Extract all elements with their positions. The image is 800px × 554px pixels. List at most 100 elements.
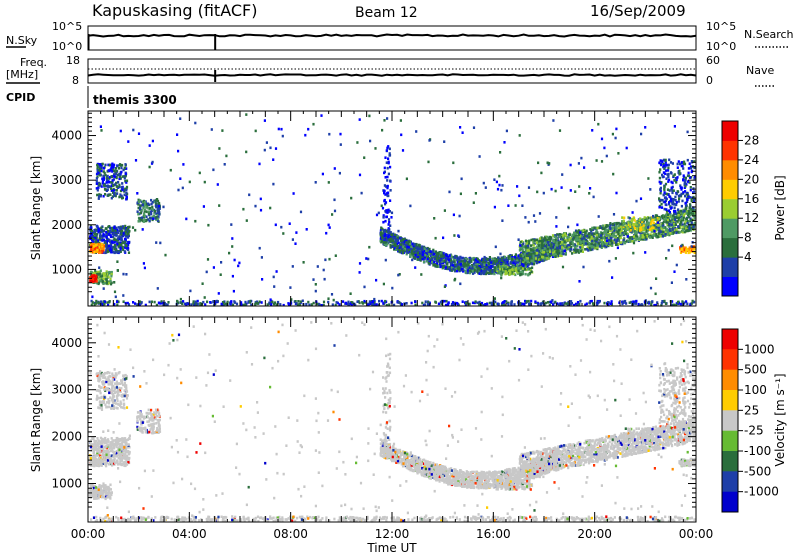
echo-pixel	[468, 302, 471, 306]
echo-pixel	[492, 265, 495, 268]
echo-pixel	[119, 236, 122, 240]
echo-pixel	[668, 228, 671, 231]
echo-pixel	[224, 302, 227, 306]
echo-pixel	[508, 266, 511, 270]
echo-pixel	[547, 243, 550, 247]
echo-pixel	[560, 249, 563, 252]
echo-pixel	[115, 185, 118, 188]
echo-pixel	[528, 242, 531, 245]
echo-pixel	[660, 163, 663, 167]
echo-pixel	[668, 201, 671, 204]
echo-pixel	[528, 255, 532, 258]
echo-pixel	[669, 232, 672, 235]
echo-pixel	[446, 262, 449, 266]
echo-pixel	[690, 226, 693, 230]
echo-pixel	[517, 269, 520, 273]
echo-pixel	[536, 246, 540, 249]
echo-pixel	[656, 301, 659, 304]
echo-pixel	[661, 300, 664, 303]
echo-pixel	[534, 255, 537, 258]
echo-pixel	[555, 250, 558, 254]
echo-pixel	[618, 301, 621, 304]
echo-pixel	[90, 226, 93, 229]
echo-pixel	[458, 260, 461, 264]
echo-pixel	[553, 239, 556, 243]
echo-pixel	[590, 248, 593, 252]
echo-pixel	[689, 213, 692, 217]
echo-pixel	[666, 173, 669, 176]
echo-pixel	[96, 246, 99, 250]
echo-pixel	[120, 166, 123, 170]
echo-pixel	[472, 256, 475, 260]
echo-pixel	[675, 231, 678, 235]
echo-pixel	[97, 227, 100, 231]
echo-pixel	[507, 303, 510, 306]
echo-pixel	[105, 278, 108, 281]
echo-pixel	[145, 205, 148, 209]
echo-pixel	[647, 216, 650, 220]
echo-pixel	[636, 225, 640, 229]
echo-pixel	[150, 210, 153, 213]
echo-pixel	[671, 191, 674, 195]
echo-pixel	[89, 271, 92, 274]
echo-pixel	[524, 265, 527, 269]
echo-pixel	[670, 232, 673, 235]
echo-pixel	[693, 160, 696, 163]
echo-pixel	[478, 261, 481, 264]
echo-pixel	[681, 230, 684, 234]
echo-pixel	[482, 258, 485, 261]
echo-pixel	[584, 303, 587, 307]
echo-pixel	[151, 205, 154, 209]
echo-pixel	[549, 250, 552, 253]
echo-pixel	[450, 268, 453, 272]
echo-pixel	[107, 246, 110, 250]
echo-pixel	[147, 202, 150, 206]
echo-pixel	[535, 241, 538, 244]
echo-pixel	[512, 266, 516, 269]
echo-pixel	[489, 267, 492, 271]
echo-pixel	[693, 166, 696, 169]
echo-pixel	[111, 229, 114, 232]
echo-pixel	[454, 263, 457, 267]
echo-pixel	[661, 175, 664, 179]
echo-pixel	[544, 301, 548, 305]
echo-pixel	[620, 228, 623, 231]
echo-pixel	[598, 235, 601, 238]
echo-pixel	[118, 195, 121, 199]
echo-pixel	[682, 174, 685, 177]
echo-pixel	[494, 260, 497, 264]
echo-pixel	[592, 245, 595, 249]
echo-pixel	[674, 227, 677, 230]
echo-pixel	[483, 263, 486, 266]
echo-pixel	[151, 201, 154, 204]
echo-pixel	[381, 239, 384, 243]
echo-pixel	[438, 257, 441, 260]
echo-pixel	[127, 246, 130, 250]
echo-pixel	[674, 199, 677, 202]
echo-pixel	[558, 233, 561, 236]
echo-pixel	[118, 229, 121, 233]
echo-pixel	[530, 244, 533, 247]
echo-pixel	[121, 245, 124, 249]
echo-pixel	[100, 302, 103, 306]
echo-pixel	[555, 241, 558, 245]
echo-pixel	[122, 232, 125, 235]
echo-pixel	[581, 250, 584, 253]
echo-pixel	[603, 301, 606, 305]
echo-pixel	[410, 301, 413, 305]
echo-pixel	[596, 226, 599, 230]
echo-pixel	[657, 233, 660, 237]
echo-pixel	[230, 300, 233, 303]
echo-pixel	[524, 255, 527, 259]
echo-pixel	[93, 232, 96, 236]
echo-pixel	[659, 189, 662, 193]
echo-pixel	[489, 269, 492, 272]
echo-pixel	[581, 247, 584, 250]
echo-pixel	[547, 241, 550, 244]
echo-pixel	[471, 258, 474, 261]
freq-label: Freq.	[20, 56, 47, 69]
echo-pixel	[690, 198, 693, 201]
echo-pixel	[120, 164, 123, 167]
echo-pixel	[658, 217, 661, 220]
echo-pixel	[575, 250, 578, 254]
